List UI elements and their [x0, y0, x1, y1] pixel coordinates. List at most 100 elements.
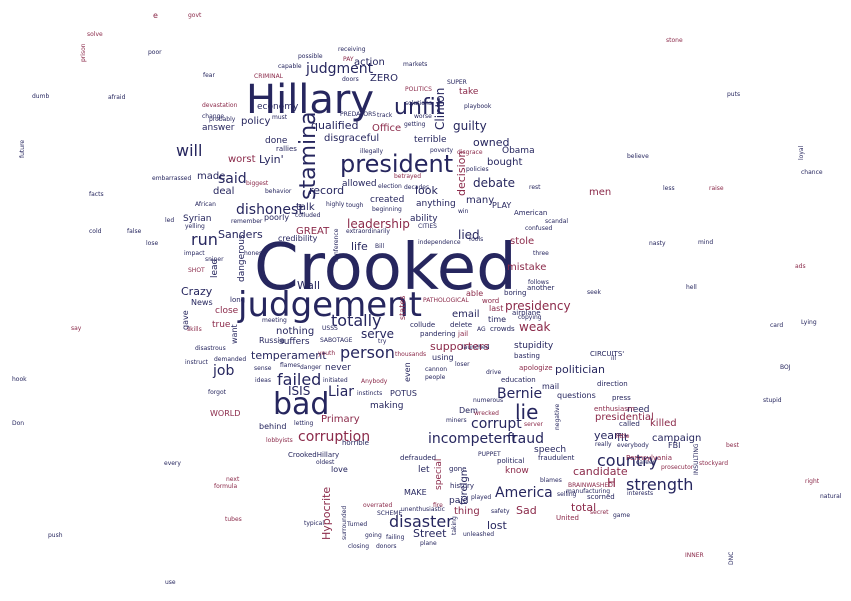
- word-forgot: forgot: [208, 389, 226, 396]
- word-presidential: presidential: [595, 412, 654, 423]
- word-really: really: [595, 441, 612, 448]
- word-boring: boring: [504, 289, 527, 297]
- word-need: need: [627, 405, 650, 415]
- word-corruption: corruption: [298, 429, 371, 445]
- word-behavior: behavior: [265, 188, 292, 195]
- word-initiated: initiated: [323, 377, 348, 384]
- word-solve: solve: [87, 31, 103, 38]
- word-defrauded: defrauded: [400, 454, 437, 462]
- word-suffers: suffers: [279, 337, 310, 347]
- word-win: win: [458, 208, 469, 215]
- word-word: word: [482, 297, 500, 305]
- word-United: United: [556, 514, 579, 522]
- word-every: every: [164, 460, 181, 467]
- word-politician: politician: [555, 363, 606, 376]
- word-guilty: guilty: [453, 119, 487, 133]
- word-chance: chance: [801, 169, 823, 176]
- word-next: next: [226, 476, 240, 483]
- word-lie: lie: [515, 400, 539, 424]
- word-disgraceful: disgraceful: [324, 133, 380, 144]
- word-lied: lied: [458, 228, 480, 242]
- word-lobbyists: lobbyists: [266, 437, 293, 444]
- word-seek: seek: [587, 289, 601, 296]
- word-states: states: [398, 295, 407, 320]
- word-poorly: poorly: [264, 213, 290, 222]
- word-tough: tough: [346, 202, 364, 209]
- word-colluded: colluded: [295, 212, 321, 219]
- word-Don: Don: [12, 420, 25, 427]
- word-Bernie: Bernie: [497, 386, 543, 402]
- word-playbook: playbook: [464, 103, 492, 110]
- word-played: played: [471, 494, 492, 501]
- word-Wall: Wall: [297, 279, 321, 292]
- word-delete: delete: [450, 321, 473, 329]
- word-BRAINWASHED: BRAINWASHED: [568, 482, 613, 489]
- word-last: last: [489, 304, 504, 313]
- word-server: server: [524, 421, 543, 428]
- word-interests: interests: [627, 490, 654, 497]
- word-crooked: Crooked: [254, 231, 517, 305]
- word-unenthusiastic: unenthusiastic: [401, 506, 445, 513]
- word-country: country: [597, 451, 659, 470]
- word-CITIES: CITIES: [418, 223, 437, 230]
- word-right: right: [805, 478, 820, 485]
- word-corrupt: corrupt: [471, 416, 522, 432]
- word-jail: jail: [458, 330, 469, 338]
- word-failed: failed: [277, 370, 322, 389]
- word-many: many: [466, 195, 495, 206]
- word-Clinton: Clinton: [433, 87, 447, 130]
- word-card: card: [770, 322, 784, 329]
- word-paid: paid: [449, 496, 469, 506]
- word-solutions: solutions: [405, 100, 432, 107]
- word-poverty: poverty: [430, 147, 454, 154]
- word-follows: follows: [528, 279, 549, 286]
- word-hillary: Hillary: [246, 77, 375, 123]
- word-H: H: [607, 476, 617, 490]
- word-CRIMINAL: CRIMINAL: [254, 73, 284, 80]
- word-making: making: [370, 401, 404, 411]
- word-history: history: [450, 482, 475, 490]
- word-candidate: candidate: [573, 465, 628, 478]
- word-bad: bad: [273, 387, 330, 422]
- word-record: record: [309, 184, 345, 197]
- word-GREAT: GREAT: [296, 226, 330, 237]
- word-donors: donors: [376, 543, 397, 550]
- word-prison: prison: [80, 43, 87, 62]
- word-direction: direction: [597, 380, 628, 388]
- word-News: News: [191, 298, 213, 307]
- word-weak: weak: [519, 320, 551, 334]
- word-led: led: [165, 217, 175, 224]
- word-Bill: Bill: [375, 243, 385, 250]
- word-incompetent: incompetent: [428, 431, 517, 447]
- word-Lyin: Lyin': [259, 153, 284, 166]
- word-want: want: [230, 324, 239, 344]
- word-blames: blames: [540, 477, 562, 484]
- word-stupid: stupid: [763, 397, 782, 404]
- word-ability: ability: [410, 214, 438, 224]
- word-dumb: dumb: [32, 93, 50, 100]
- word-demanded: demanded: [214, 356, 247, 363]
- word-look: look: [415, 184, 438, 197]
- word-action: action: [354, 57, 385, 68]
- word-PUPPET: PUPPET: [478, 451, 501, 458]
- word-thousands: thousands: [395, 351, 427, 358]
- word-failing: failing: [386, 534, 405, 541]
- word-owned: owned: [473, 136, 510, 149]
- word-closing: closing: [348, 543, 370, 550]
- word-policy: policy: [241, 116, 271, 127]
- word-Crazy: Crazy: [181, 285, 213, 298]
- word-embarrassed: embarrassed: [152, 175, 192, 182]
- word-Obama: Obama: [502, 146, 535, 156]
- word-fire: fire: [433, 502, 443, 509]
- word-FBI: FBI: [668, 441, 681, 450]
- word-decades: decades: [404, 184, 430, 191]
- word-POTUS: POTUS: [390, 389, 417, 398]
- word-letting: letting: [294, 420, 314, 427]
- word-Sanders: Sanders: [218, 228, 263, 241]
- word-change: change: [202, 113, 225, 120]
- word-using: using: [432, 353, 454, 362]
- word-independence: independence: [418, 239, 461, 246]
- word-supporters: supporters: [430, 340, 490, 353]
- word-election: election: [378, 183, 402, 190]
